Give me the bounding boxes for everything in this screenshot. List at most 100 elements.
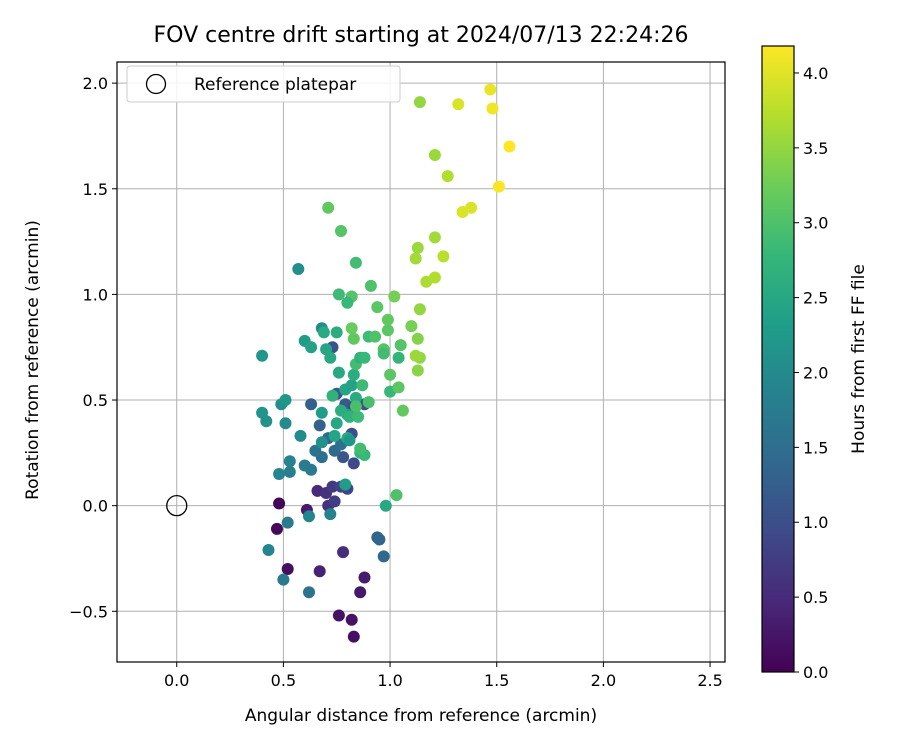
data-point	[328, 429, 341, 442]
colorbar-ticks: 0.0 0.5 1.0 1.5 2.0 2.5 3.0 3.5 4.0	[794, 64, 828, 682]
data-point	[349, 256, 362, 269]
colorbar-tick-label: 4.0	[803, 64, 828, 83]
data-point	[492, 180, 505, 193]
data-point	[256, 406, 269, 419]
data-point	[332, 609, 345, 622]
data-point	[411, 364, 424, 377]
data-point	[349, 391, 362, 404]
x-tick-label: 1.0	[377, 671, 402, 690]
data-point	[335, 225, 347, 237]
x-tick-label: 1.5	[484, 671, 509, 690]
data-point	[317, 326, 330, 339]
data-point	[337, 546, 350, 559]
data-point	[332, 366, 345, 379]
data-point	[326, 389, 339, 402]
data-point	[381, 313, 394, 326]
data-point	[324, 351, 337, 364]
data-point	[315, 436, 328, 449]
data-point	[279, 394, 292, 406]
data-point	[283, 465, 296, 478]
data-point	[396, 404, 409, 417]
colorbar-tick-label: 0.5	[803, 588, 828, 607]
data-point	[428, 149, 441, 161]
data-point	[452, 98, 465, 111]
data-point	[392, 381, 405, 394]
data-point	[388, 290, 401, 303]
data-point	[437, 250, 450, 263]
grid-lines	[117, 62, 725, 662]
x-tick-label: 0.0	[164, 671, 189, 690]
data-point	[347, 457, 360, 470]
data-point	[356, 379, 369, 392]
data-point	[345, 379, 358, 392]
y-tick-label: −0.5	[69, 602, 108, 621]
data-point	[339, 478, 352, 491]
legend-box	[126, 65, 401, 103]
data-point	[271, 522, 283, 535]
data-point	[358, 351, 371, 364]
scatter-points	[166, 83, 516, 643]
data-point	[345, 322, 358, 335]
data-point	[303, 510, 315, 523]
plot-frame	[116, 61, 726, 663]
chart-title: FOV centre drift starting at 2024/07/13 …	[154, 23, 689, 48]
data-point	[394, 339, 407, 352]
data-point	[273, 468, 286, 480]
data-point	[371, 301, 384, 314]
data-point	[279, 417, 292, 430]
data-point	[294, 429, 307, 442]
data-point	[337, 451, 350, 464]
data-point	[377, 550, 390, 563]
data-point	[411, 241, 424, 254]
data-point	[413, 303, 426, 316]
data-point	[362, 396, 375, 409]
data-point	[347, 368, 360, 381]
data-point	[373, 533, 386, 546]
y-axis-label: Rotation from reference (arcmin)	[23, 220, 43, 500]
x-tick-label: 2.0	[591, 671, 616, 690]
data-point	[354, 586, 367, 599]
legend: Reference platepar	[126, 65, 401, 103]
data-point	[332, 288, 345, 301]
data-point	[330, 417, 343, 430]
legend-open-circle-marker	[145, 73, 167, 95]
y-tick-label: 0.5	[83, 391, 108, 410]
data-point	[364, 279, 377, 292]
colorbar-tick-label: 2.5	[803, 289, 828, 308]
colorbar-tick-label: 3.5	[803, 139, 828, 158]
data-point	[358, 571, 371, 584]
data-point	[405, 320, 418, 333]
data-point	[343, 410, 356, 423]
data-point	[326, 480, 339, 493]
data-point	[392, 351, 405, 364]
x-axis-label: Angular distance from reference (arcmin)	[245, 706, 597, 726]
data-point	[377, 347, 390, 360]
data-point	[281, 516, 294, 529]
data-point	[379, 499, 392, 512]
data-point	[283, 455, 296, 468]
data-point	[298, 459, 311, 472]
data-point	[309, 444, 322, 457]
colorbar-label: Hours from first FF file	[849, 264, 869, 454]
data-point	[486, 102, 499, 115]
y-tick-label: 0.0	[83, 497, 108, 516]
data-point	[381, 324, 394, 337]
data-point	[345, 613, 358, 626]
x-tick-label: 0.5	[271, 671, 296, 690]
data-point	[303, 586, 315, 599]
data-point	[313, 419, 326, 432]
data-point	[315, 406, 328, 419]
data-point	[352, 410, 365, 423]
data-point	[292, 263, 305, 275]
data-point	[305, 341, 318, 354]
data-point	[465, 201, 478, 214]
data-point	[384, 368, 397, 381]
reference-platepar-marker	[166, 495, 188, 517]
colorbar-tick-label: 0.0	[803, 663, 828, 682]
x-axis-ticks: 0.0 0.5 1.0 1.5 2.0 2.5	[164, 662, 723, 690]
colorbar-tick-label: 3.0	[803, 214, 828, 233]
colorbar-tick-label: 1.5	[803, 438, 828, 457]
data-point	[330, 326, 343, 339]
